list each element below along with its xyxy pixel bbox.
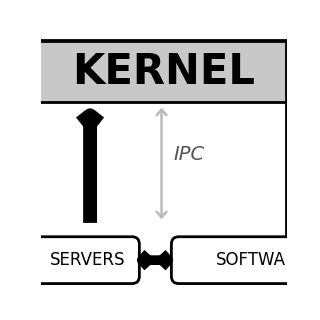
Text: IPC: IPC: [174, 145, 205, 164]
FancyBboxPatch shape: [21, 237, 140, 284]
FancyBboxPatch shape: [28, 41, 286, 102]
Text: KERNEL: KERNEL: [73, 51, 255, 93]
Text: SOFTWA: SOFTWA: [216, 251, 286, 269]
FancyBboxPatch shape: [172, 237, 304, 284]
Text: SERVERS: SERVERS: [50, 251, 125, 269]
FancyBboxPatch shape: [28, 40, 286, 297]
